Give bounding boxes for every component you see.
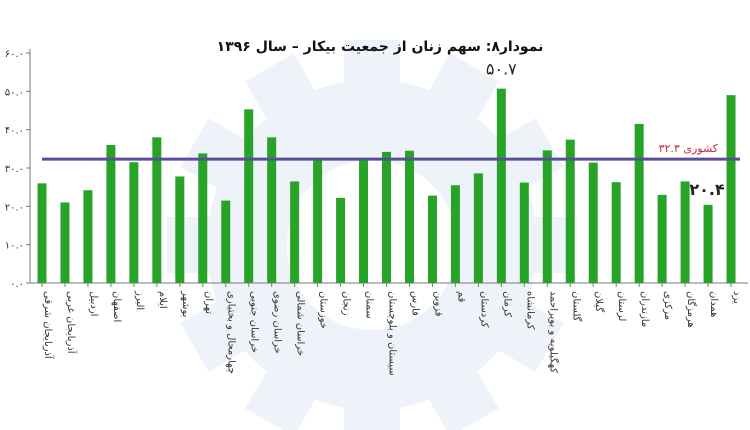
bar <box>680 181 690 283</box>
bar <box>519 182 529 283</box>
x-tick-label: همدان <box>708 291 719 317</box>
bar <box>106 145 116 283</box>
x-tick-label: اصفهان <box>111 291 122 322</box>
bar <box>267 137 277 283</box>
x-tick-label: خوزستان <box>318 291 329 329</box>
bar <box>152 137 162 283</box>
x-tick-label: کهگیلویه و بویراحمد <box>547 291 559 373</box>
bar <box>198 153 208 283</box>
bar <box>404 150 414 283</box>
bar <box>244 109 254 283</box>
bar <box>382 151 392 283</box>
x-tick-label: فارس <box>409 291 420 316</box>
bar <box>175 176 185 283</box>
x-tick-label: زنجان <box>341 291 352 316</box>
x-tick-label: قم <box>455 291 466 303</box>
x-tick-label: آذربایجان شرقی <box>42 291 55 360</box>
bar <box>359 160 369 283</box>
x-tick-label: خراسان شمالی <box>295 291 306 356</box>
x-tick-label: البرز <box>134 290 145 310</box>
x-tick-label: آذربایجان غربی <box>65 291 78 355</box>
x-tick-label: خراسان رضوی <box>272 291 283 354</box>
chart-title: نمودار۸: سهم زنان از جمعیت بیکار – سال ۱… <box>217 39 544 55</box>
bar <box>703 204 713 283</box>
x-tick-label: لرستان <box>616 291 627 321</box>
x-tick-label: مازندران <box>639 291 650 327</box>
national-average-line: کشوری ۳۲.۳ <box>42 142 740 161</box>
bar <box>496 88 506 284</box>
bar <box>473 173 483 283</box>
bar <box>588 162 598 283</box>
x-tick-label: کرمان <box>501 291 512 317</box>
bar <box>542 150 552 283</box>
bar <box>129 162 139 283</box>
bar <box>611 182 621 283</box>
x-tick-label: گیلان <box>593 291 605 312</box>
y-tick-label: ۰.۰ <box>10 279 24 290</box>
x-tick-label: گلستان <box>570 291 582 322</box>
x-tick-label: مرکزی <box>662 291 673 320</box>
bar <box>37 183 47 283</box>
x-tick-label: کردستان <box>478 291 489 328</box>
x-tick-label: هرمزگان <box>685 291 697 328</box>
y-tick-label: ۴۰.۰ <box>5 126 24 137</box>
y-tick-label: ۱۰.۰ <box>5 241 24 252</box>
bar <box>565 139 575 283</box>
value-annotation: ۲۰.۴ <box>689 180 725 199</box>
x-tick-label: یزد <box>731 291 742 304</box>
bar <box>726 95 736 284</box>
x-tick-label: چهارمحال و بختیاری <box>226 291 237 374</box>
y-tick-label: ۵۰.۰ <box>5 87 24 98</box>
bar <box>83 190 93 283</box>
bar <box>634 123 644 284</box>
bar <box>427 195 437 283</box>
y-tick-label: ۲۰.۰ <box>5 202 24 213</box>
annotations: ۵۰.۷ ۲۰.۴ <box>486 60 725 199</box>
bar <box>221 200 231 283</box>
bar <box>60 202 70 283</box>
x-tick-label: بوشهر <box>180 290 191 317</box>
x-tick-label: سیستان و بلوچستان <box>387 291 398 376</box>
x-axis-labels: آذربایجان شرقی آذربایجان غربی اردبیل اصفهان… <box>41 283 742 376</box>
bar <box>290 181 300 283</box>
x-tick-label: اردبیل <box>88 291 99 316</box>
bar <box>336 197 346 283</box>
x-tick-label: سمنان <box>364 291 375 319</box>
bar <box>657 194 667 283</box>
y-tick-label: ۶۰.۰ <box>5 49 24 60</box>
bar <box>313 160 323 283</box>
x-tick-label: ایلام <box>157 291 168 309</box>
gear-hole <box>287 160 457 330</box>
y-tick-label: ۳۰.۰ <box>5 164 24 175</box>
reference-line-label: کشوری ۳۲.۳ <box>659 142 719 155</box>
x-tick-label: تهران <box>203 291 214 314</box>
x-tick-label: کرمانشاه <box>524 291 535 330</box>
x-tick-label: خراسان جنوبی <box>249 291 260 353</box>
bar <box>450 185 460 283</box>
value-annotation: ۵۰.۷ <box>486 60 517 79</box>
x-tick-label: قزوین <box>432 291 443 317</box>
bars <box>37 88 736 284</box>
